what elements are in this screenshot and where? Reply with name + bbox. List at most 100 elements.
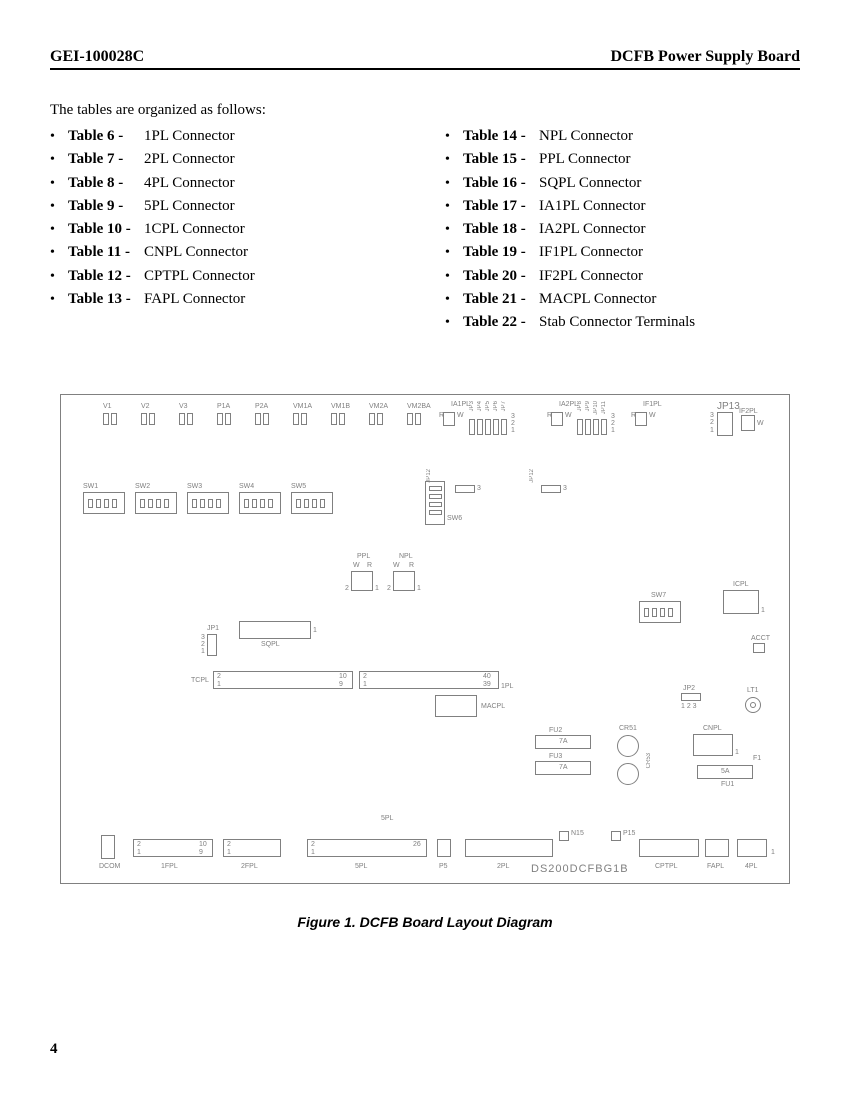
- table-number: Table 10 -: [68, 218, 144, 241]
- ten-1fpl: 10: [199, 841, 207, 848]
- one-1fpl: 1: [137, 849, 141, 856]
- sqpl-conn: [239, 621, 311, 639]
- table-list-item: •Table 7 -2PL Connector: [50, 148, 405, 171]
- fivepl-conn: [307, 839, 427, 857]
- table-list-item: •Table 11 -CNPL Connector: [50, 241, 405, 264]
- table-desc: FAPL Connector: [144, 288, 405, 311]
- npl-label: NPL: [399, 553, 413, 560]
- jp-label-jp11: JP11: [601, 401, 607, 414]
- jp2-box: [681, 693, 701, 701]
- fivepl-label: 5PL: [355, 863, 367, 870]
- fu1a-label: 5A: [721, 768, 730, 775]
- onefpl-label: 1FPL: [161, 863, 178, 870]
- table-desc: IA1PL Connector: [539, 195, 800, 218]
- table-desc: 1PL Connector: [144, 125, 405, 148]
- table-number: Table 21 -: [463, 288, 539, 311]
- macpl-conn: [435, 695, 477, 717]
- table-number: Table 11 -: [68, 241, 144, 264]
- tp-label-v1: V1: [103, 403, 112, 410]
- if1pl-label: IF1PL: [643, 401, 662, 408]
- f1-label: F1: [753, 755, 761, 762]
- twopl-label: 2PL: [497, 863, 509, 870]
- jp-label-jp9: JP9: [585, 401, 591, 411]
- table-list-item: •Table 17 -IA1PL Connector: [445, 195, 800, 218]
- one-2fpl: 1: [227, 849, 231, 856]
- jp-jp9: [585, 419, 591, 435]
- jp-label-jp4: JP4: [477, 401, 483, 411]
- twofpl-conn: [223, 839, 281, 857]
- cptpl-conn: [639, 839, 699, 857]
- doc-id: GEI-100028C: [50, 48, 144, 66]
- tp-label-vm2a: VM2A: [369, 403, 388, 410]
- tp-v2: [141, 413, 155, 425]
- jp13-box: [717, 412, 733, 436]
- table-list-item: •Table 9 -5PL Connector: [50, 195, 405, 218]
- jp-jp6: [493, 419, 499, 435]
- w-npl: W: [393, 562, 400, 569]
- dcom-label: DCOM: [99, 863, 120, 870]
- three-label4: 3: [477, 485, 481, 492]
- icpl-label: ICPL: [733, 581, 749, 588]
- two-ppl: 2: [345, 585, 349, 592]
- if2pl-label: IF2PL: [739, 408, 758, 415]
- table-list-item: •Table 14 -NPL Connector: [445, 125, 800, 148]
- fu2-label: FU2: [549, 727, 562, 734]
- fourpl-conn: [737, 839, 767, 857]
- w-label3: W: [649, 412, 656, 419]
- three-label3: 3: [710, 412, 714, 419]
- board-layout-diagram: V1V2V3P1AP2AVM1AVM1BVM2AVM2BA IA1PL R W …: [60, 394, 790, 884]
- table-number: Table 7 -: [68, 148, 144, 171]
- left-column: •Table 6 -1PL Connector•Table 7 -2PL Con…: [50, 125, 405, 334]
- n15-label: N15: [571, 830, 584, 837]
- one-1pl: 1: [363, 681, 367, 688]
- jp12b-vert: JP12: [529, 469, 535, 483]
- one-npl: 1: [417, 585, 421, 592]
- sqpl-label: SQPL: [261, 641, 280, 648]
- tp-label-v2: V2: [141, 403, 150, 410]
- cnpl-label: CNPL: [703, 725, 722, 732]
- lt1-label: LT1: [747, 687, 759, 694]
- if2pl-conn: [741, 415, 755, 431]
- jp13-label: JP13: [717, 401, 740, 412]
- table-list-item: •Table 20 -IF2PL Connector: [445, 265, 800, 288]
- ia2pl-conn: [551, 412, 563, 426]
- three-label5: 3: [563, 485, 567, 492]
- twofpl-label: 2FPL: [241, 863, 258, 870]
- cptpl-label: CPTPL: [655, 863, 678, 870]
- cr51-label: CR51: [619, 725, 637, 732]
- r-npl: R: [409, 562, 414, 569]
- table-list-item: •Table 21 -MACPL Connector: [445, 288, 800, 311]
- jp2-label: JP2: [683, 685, 695, 692]
- table-desc: CPTPL Connector: [144, 265, 405, 288]
- page-header: GEI-100028C DCFB Power Supply Board: [50, 48, 800, 70]
- r-ppl: R: [367, 562, 372, 569]
- tcpl-label: TCPL: [191, 677, 209, 684]
- two-tcpl: 2: [217, 673, 221, 680]
- one-cnpl: 1: [735, 749, 739, 756]
- n15-conn: [559, 831, 569, 841]
- table-list-item: •Table 6 -1PL Connector: [50, 125, 405, 148]
- table-list-item: •Table 15 -PPL Connector: [445, 148, 800, 171]
- sw3: [187, 492, 229, 514]
- one-4pl: 1: [771, 849, 775, 856]
- jp2-123: 1 2 3: [681, 703, 697, 710]
- two-2fpl: 2: [227, 841, 231, 848]
- cr53-circle: [617, 763, 639, 785]
- table-number: Table 16 -: [463, 172, 539, 195]
- one-5pl: 1: [311, 849, 315, 856]
- table-desc: IF1PL Connector: [539, 241, 800, 264]
- jp-label-jp10: JP10: [593, 401, 599, 415]
- tp-v1: [103, 413, 117, 425]
- table-number: Table 17 -: [463, 195, 539, 218]
- sw1: [83, 492, 125, 514]
- page-number: 4: [50, 1041, 58, 1058]
- cr51-circle: [617, 735, 639, 757]
- ia1pl-label: IA1PL: [451, 401, 470, 408]
- sw-label-sw1: SW1: [83, 483, 98, 490]
- jp-jp11: [601, 419, 607, 435]
- jp12b-box: [541, 485, 561, 493]
- tp-vm1b: [331, 413, 345, 425]
- sw5: [291, 492, 333, 514]
- two-label2: 2: [611, 420, 615, 427]
- jp12a-box: [455, 485, 475, 493]
